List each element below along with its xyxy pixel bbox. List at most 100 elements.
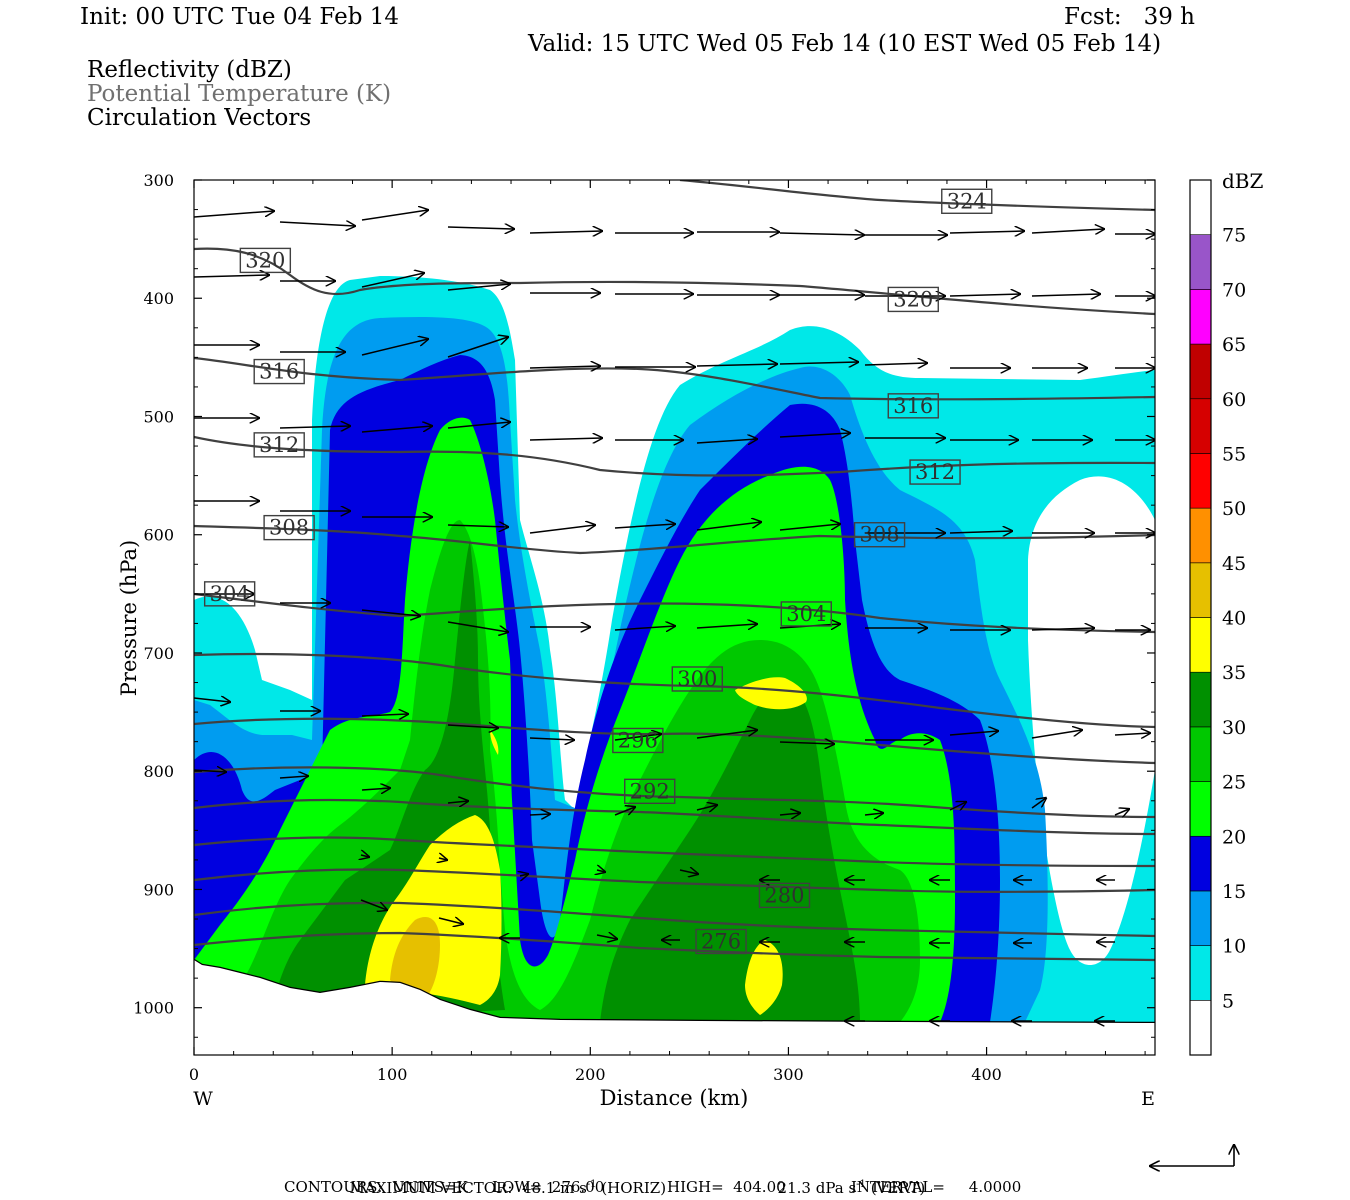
circulation-vector — [361, 609, 420, 616]
circulation-vector — [779, 362, 858, 364]
reference-vector — [1150, 1145, 1234, 1166]
theta-contour-276 — [194, 931, 1155, 962]
valid-time: Valid: 15 UTC Wed 05 Feb 14 (10 EST Wed … — [528, 31, 1162, 57]
circulation-vector — [949, 294, 1020, 296]
field-label-circulation-vectors: Circulation Vectors — [87, 105, 312, 131]
circulation-vector — [1114, 733, 1150, 735]
theta-label-box — [671, 666, 723, 692]
circulation-vector — [1031, 628, 1094, 630]
theta-label: 312 — [259, 433, 299, 457]
colorbar-level-label: 50 — [1222, 498, 1246, 520]
circulation-vector — [361, 855, 369, 857]
colorbar-bin — [1189, 945, 1212, 1001]
colorbar-level-label: 20 — [1222, 826, 1246, 848]
circulation-vector — [1031, 229, 1104, 233]
colorbar-level-label: 75 — [1222, 225, 1246, 247]
circulation-vector — [447, 725, 498, 728]
y-tick-label: 700 — [143, 644, 174, 663]
circulation-vector — [447, 801, 468, 803]
circulation-vector — [194, 770, 226, 772]
theta-label: 312 — [915, 460, 955, 484]
footer-max-vector-vertical: 21.3 dPa s-1 (VERT) — [777, 1179, 926, 1197]
circulation-vector — [779, 233, 864, 235]
colorbar-level-label: 10 — [1222, 936, 1246, 958]
circulation-vector — [438, 918, 463, 924]
colorbar-level-label: 30 — [1222, 717, 1246, 739]
circulation-vector — [529, 366, 600, 368]
colorbar-bin — [1189, 890, 1212, 946]
theta-label: 320 — [245, 248, 285, 272]
max-vector-vertical: 21.3 dPa s — [777, 1179, 857, 1197]
colorbar-label: dBZ — [1222, 169, 1264, 193]
x-tick-label: 400 — [971, 1065, 1002, 1084]
theta-contour-284 — [194, 868, 1155, 893]
circulation-vector — [679, 870, 698, 874]
y-tick-label: 400 — [143, 289, 174, 308]
circulation-vector — [447, 621, 508, 632]
circulation-vector — [529, 525, 595, 534]
x-axis-label: Distance (km) — [600, 1086, 749, 1110]
circulation-vector — [779, 742, 834, 744]
theta-label-box — [253, 432, 305, 458]
colorbar-level-label: 65 — [1222, 334, 1246, 356]
x-axis-east-label: E — [1141, 1088, 1155, 1110]
circulation-vector — [779, 813, 800, 815]
theta-contour-288 — [194, 836, 1155, 868]
theta-contour-304 — [194, 592, 1155, 634]
max-vector-label: MAXIMUM VECTOR: — [349, 1179, 513, 1197]
circulation-vector — [447, 337, 508, 358]
theta-label: 316 — [893, 394, 933, 418]
theta-label-box — [253, 358, 305, 385]
y-tick-label: 600 — [143, 526, 174, 545]
colorbar-level-label: 60 — [1222, 389, 1246, 411]
x-axis-west-label: W — [193, 1088, 213, 1110]
x-axis: 0 100 200 300 400 — [189, 180, 1146, 1084]
theta-label: 280 — [764, 883, 804, 907]
circulation-vector — [1031, 730, 1082, 739]
field-label-potential-temperature: Potential Temperature (K) — [87, 81, 392, 107]
theta-label: 320 — [893, 287, 933, 311]
circulation-vector — [194, 275, 269, 277]
circulation-vector — [361, 273, 424, 288]
circulation-vector — [779, 433, 850, 437]
circulation-vector — [614, 734, 661, 741]
theta-contour-324 — [679, 180, 1155, 212]
footer-contours-low: LOW= 276.00 — [492, 1178, 605, 1196]
circulation-vector — [361, 788, 390, 790]
colorbar-bin — [1189, 289, 1212, 345]
circulation-vector — [529, 438, 602, 440]
circulation-vector — [949, 531, 1012, 533]
theta-label-box — [239, 247, 292, 274]
theta-label-box — [780, 601, 832, 627]
circulation-vector — [949, 802, 966, 810]
field-label-reflectivity: Reflectivity (dBZ) — [87, 57, 292, 83]
circulation-vector — [439, 858, 447, 860]
y-tick-label: 800 — [143, 762, 174, 781]
y-axis-label: Pressure (hPa) — [117, 540, 141, 696]
circulation-vector — [597, 870, 605, 872]
colorbar-level-label: 40 — [1222, 608, 1246, 630]
theta-label: 304 — [786, 602, 826, 626]
footer-contours-interval: INTERVAL= 4.0000 — [851, 1178, 1022, 1196]
theta-contour-292b — [194, 798, 1155, 836]
footer-max-vector-line: MAXIMUM VECTOR: 48.1 m s-1 (HORIZ) — [349, 1179, 667, 1197]
circulation-vector — [596, 935, 617, 939]
colorbar-level-label: 15 — [1222, 881, 1246, 903]
colorbar-bin — [1189, 398, 1212, 454]
below-ground — [194, 960, 1155, 1055]
theta-label: 324 — [947, 189, 987, 213]
colorbar-bin — [1189, 726, 1212, 782]
colorbar-bin — [1189, 617, 1212, 673]
y-tick-label: 900 — [143, 880, 174, 899]
colorbar-level-label: 5 — [1222, 990, 1234, 1012]
theta-contour-280 — [194, 901, 1155, 938]
theta-label: 296 — [618, 728, 658, 752]
circulation-vector — [696, 730, 757, 739]
circulation-vectors — [194, 210, 1155, 1021]
theta-label: 308 — [860, 523, 900, 547]
colorbar-bin — [1189, 179, 1212, 235]
colorbar-level-label: 25 — [1222, 772, 1246, 794]
colorbar-bin — [1189, 507, 1212, 564]
colorbar-level-label: 45 — [1222, 553, 1246, 575]
